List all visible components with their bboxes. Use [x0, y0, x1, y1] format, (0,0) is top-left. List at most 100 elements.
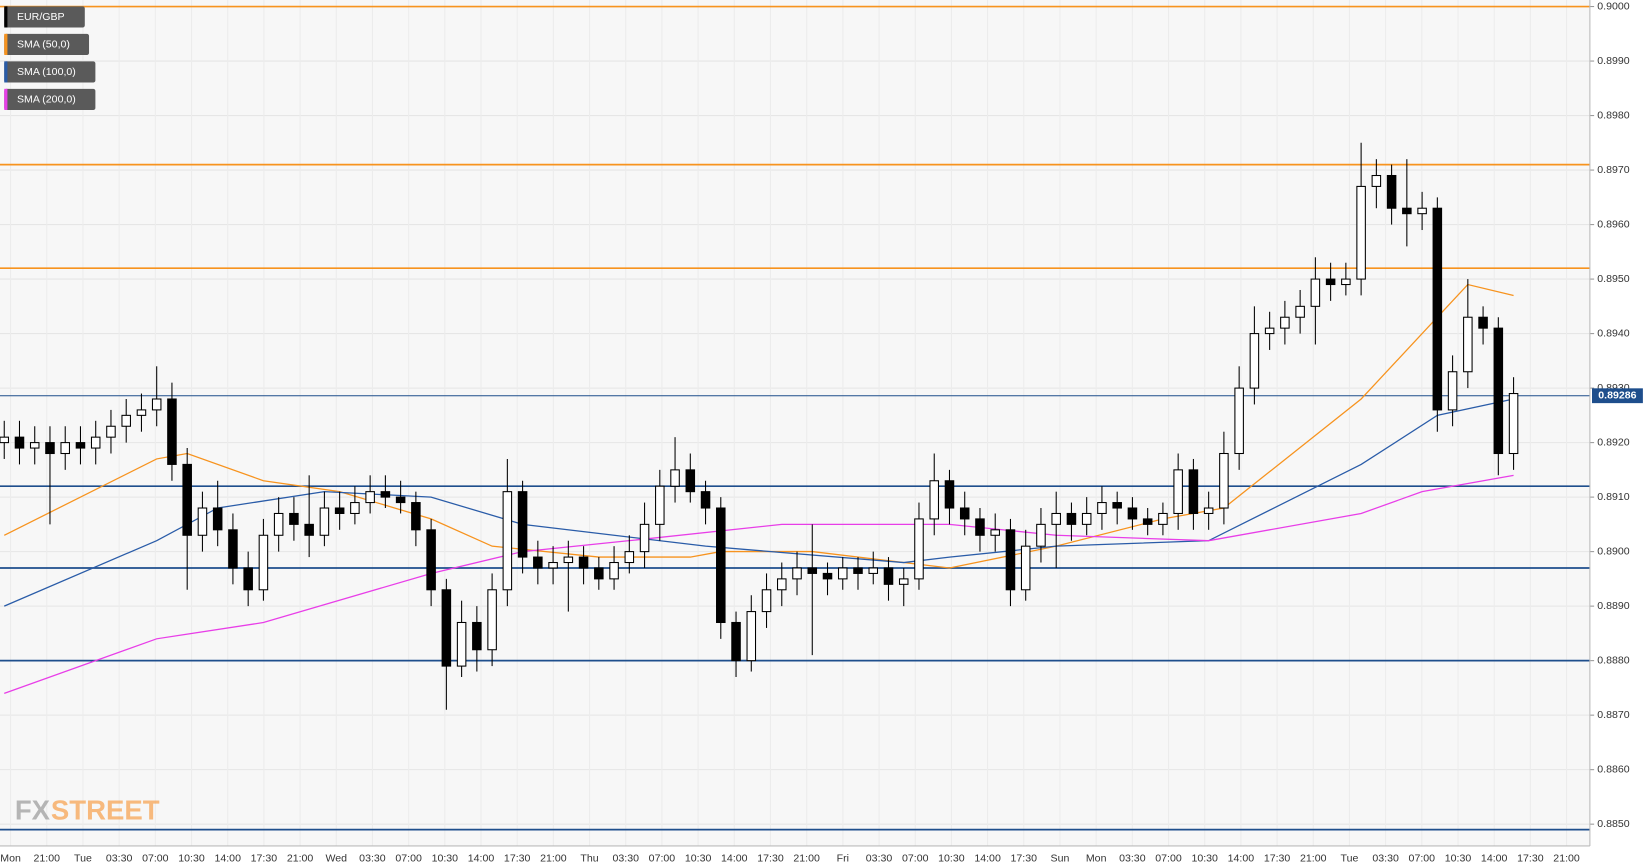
- y-tick-label: 0.8910: [1597, 491, 1630, 503]
- y-tick-label: 0.8870: [1597, 709, 1630, 721]
- candle-body: [655, 485, 665, 525]
- candle-body: [914, 518, 924, 580]
- candle-body: [426, 529, 436, 591]
- candle-body: [685, 469, 696, 493]
- candle-body: [1493, 327, 1504, 455]
- candle-body: [1356, 185, 1366, 280]
- candle-body: [487, 589, 497, 651]
- y-tick-label: 0.8900: [1597, 545, 1630, 557]
- candle-body: [1127, 507, 1138, 520]
- candle-body: [121, 414, 131, 427]
- x-tick-label: 03:30: [1372, 852, 1399, 864]
- candle-body: [1508, 393, 1519, 455]
- x-tick-label: 03:30: [866, 852, 893, 864]
- x-tick-label: Mon: [0, 852, 21, 864]
- candle-body: [289, 512, 299, 525]
- candle-body: [944, 480, 955, 509]
- candle-body: [334, 507, 345, 514]
- candle-body: [60, 442, 70, 455]
- candle-body: [517, 491, 528, 558]
- candle-body: [777, 578, 787, 591]
- candle-body: [1478, 316, 1488, 329]
- candle-body: [929, 480, 940, 520]
- candle-body: [167, 398, 177, 465]
- candle-body: [1249, 333, 1260, 389]
- candle-body: [380, 491, 391, 498]
- candle-body: [1219, 452, 1229, 509]
- candle-body: [441, 589, 452, 667]
- marks: [0, 5, 1590, 831]
- y-tick-label: 0.8850: [1597, 818, 1630, 830]
- x-tick-label: 14:00: [1228, 852, 1255, 864]
- candle-body: [853, 567, 863, 574]
- x-tick-label: 14:00: [974, 852, 1001, 864]
- candle-body: [151, 398, 162, 411]
- candle-body: [182, 463, 192, 536]
- y-tick-label: 0.8980: [1597, 109, 1630, 121]
- y-tick-label: 0.8990: [1597, 55, 1630, 67]
- y-tick-label: 0.8940: [1597, 327, 1630, 339]
- candle-body: [1463, 316, 1473, 373]
- candle-body: [822, 572, 833, 580]
- x-tick-label: 07:00: [649, 852, 676, 864]
- x-tick-label: 07:00: [1409, 852, 1436, 864]
- candle-body: [716, 507, 726, 624]
- x-tick-label: 03:30: [106, 852, 133, 864]
- candle-body: [990, 529, 1000, 536]
- x-tick-label: 07:00: [142, 852, 169, 864]
- candle-body: [609, 561, 619, 580]
- candle-body: [1310, 278, 1321, 307]
- candle-body: [1051, 512, 1061, 525]
- x-tick-label: 10:30: [1445, 852, 1472, 864]
- y-tick-label: 0.8930: [1597, 382, 1630, 394]
- candle-body: [1097, 502, 1107, 514]
- candle-body: [258, 534, 269, 591]
- candle-body: [548, 561, 558, 569]
- candle-body: [1280, 316, 1290, 329]
- candle-body: [1325, 278, 1336, 286]
- x-tick-label: Tue: [1341, 852, 1359, 864]
- candle-body: [1402, 207, 1412, 215]
- candle-body: [365, 491, 375, 504]
- x-tick-label: Thu: [580, 852, 598, 864]
- candle-body: [350, 502, 360, 514]
- candle-body: [1173, 469, 1183, 514]
- candle-body: [212, 507, 223, 531]
- candle-body: [1066, 512, 1077, 525]
- candle-body: [1295, 305, 1305, 318]
- candle-body: [0, 436, 10, 444]
- candle-body: [45, 442, 55, 455]
- watermark-prefix: FX: [15, 794, 51, 825]
- candle-body: [563, 556, 574, 564]
- candle-body: [1417, 207, 1427, 215]
- candle-body: [1341, 278, 1351, 286]
- candle-body: [975, 518, 985, 536]
- legend-swatch: [4, 88, 8, 110]
- candle-body: [578, 556, 589, 569]
- candle-body: [1158, 512, 1168, 525]
- x-tick-label: 21:00: [540, 852, 567, 864]
- legend-label: SMA (200,0): [17, 94, 76, 106]
- candle-body: [898, 578, 909, 585]
- candle-body: [868, 567, 879, 574]
- candle-body: [883, 567, 894, 585]
- sma-line: [4, 474, 1514, 694]
- candle-body: [792, 567, 802, 580]
- candle-body: [746, 611, 757, 662]
- x-tick-label: 10:30: [685, 852, 712, 864]
- plot-background: [0, 0, 1590, 846]
- x-tick-label: 17:30: [1011, 852, 1038, 864]
- candle-body: [14, 436, 25, 449]
- candle-body: [1036, 523, 1046, 547]
- candle-body: [807, 567, 818, 574]
- candle-body: [1386, 174, 1397, 209]
- candle-body: [106, 425, 116, 438]
- x-tick-label: 17:30: [251, 852, 278, 864]
- x-tick-label: 14:00: [214, 852, 241, 864]
- candle-body: [29, 442, 40, 449]
- candle-body: [1142, 518, 1153, 525]
- candle-body: [624, 551, 635, 564]
- candle-body: [456, 621, 467, 667]
- y-tick-label: 0.8960: [1597, 218, 1630, 230]
